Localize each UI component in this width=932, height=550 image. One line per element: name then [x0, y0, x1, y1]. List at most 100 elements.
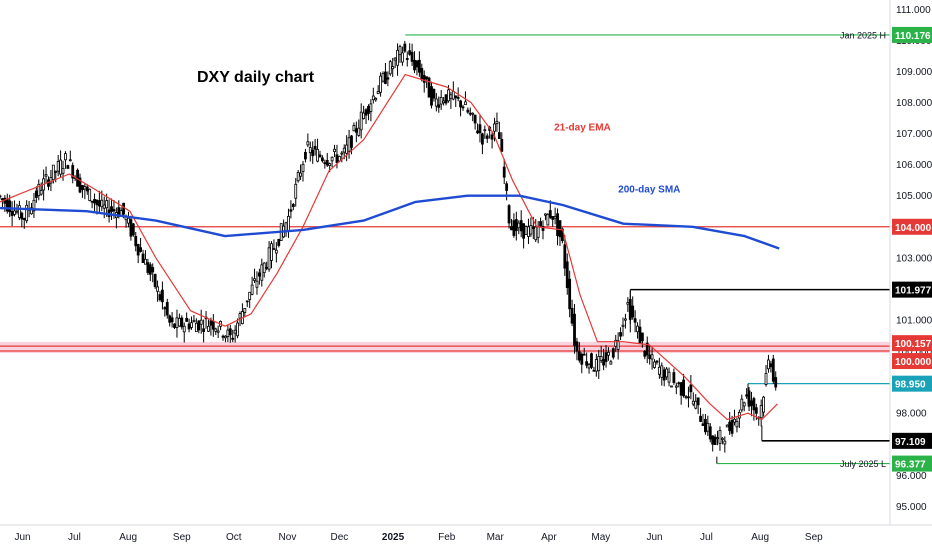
candle — [345, 135, 349, 162]
candle — [541, 220, 545, 240]
candle — [665, 366, 669, 380]
candle — [510, 219, 513, 231]
candle — [519, 210, 523, 238]
candle — [257, 268, 261, 285]
candle — [255, 271, 259, 295]
candle — [483, 125, 487, 139]
candle — [165, 298, 169, 319]
candle — [696, 397, 700, 414]
candle — [85, 184, 89, 195]
candle — [575, 337, 579, 361]
candle — [616, 332, 620, 360]
candle — [34, 186, 38, 203]
candle — [253, 268, 256, 284]
candle — [594, 353, 598, 377]
candle — [580, 352, 584, 374]
candle — [374, 97, 378, 102]
candle — [185, 312, 189, 322]
candle — [667, 367, 671, 387]
candle — [161, 281, 164, 310]
candle — [650, 346, 654, 370]
y-tick-label: 108.000 — [896, 98, 932, 109]
y-tick-label: 109.000 — [896, 67, 932, 78]
level-note: July 2025 L — [840, 459, 886, 469]
y-tick-label: 103.000 — [896, 253, 932, 264]
candle — [730, 415, 734, 437]
candle — [136, 243, 140, 264]
candle — [624, 313, 627, 329]
candle — [296, 169, 300, 183]
candle — [621, 317, 625, 337]
candle — [648, 344, 652, 365]
candle — [633, 310, 637, 333]
candle — [500, 132, 504, 153]
candle — [321, 155, 324, 163]
candle — [139, 237, 142, 253]
candle — [163, 306, 167, 317]
candle — [439, 90, 443, 110]
candle — [362, 105, 366, 120]
candle — [485, 133, 489, 144]
candle — [505, 181, 509, 201]
candle — [607, 347, 610, 361]
candle — [444, 94, 448, 106]
candle — [687, 386, 690, 408]
candle — [599, 345, 603, 364]
candle — [93, 193, 96, 213]
candle — [745, 388, 749, 399]
candle — [728, 412, 732, 435]
candle — [90, 200, 94, 209]
candle — [202, 319, 206, 343]
candle — [224, 335, 227, 343]
candle — [592, 366, 596, 372]
candle — [381, 71, 385, 83]
candle — [461, 104, 465, 111]
x-tick-label: Nov — [279, 532, 297, 543]
candle — [272, 239, 276, 251]
price-badge-label: 98.950 — [895, 380, 926, 391]
price-badge — [892, 281, 932, 298]
candle — [131, 222, 135, 237]
candle — [718, 426, 722, 451]
candle — [384, 63, 387, 85]
candle — [371, 87, 375, 104]
candle — [464, 91, 467, 105]
y-tick-label: 106.000 — [896, 160, 932, 171]
candle — [662, 367, 666, 387]
candle — [713, 434, 717, 445]
candle — [774, 371, 778, 391]
series-annotation: 21-day EMA — [554, 122, 611, 133]
candle — [759, 399, 763, 427]
candle — [182, 322, 186, 343]
candle — [277, 238, 281, 248]
candle — [704, 414, 707, 435]
series-annotation: 200-day SMA — [618, 185, 680, 196]
candle — [434, 93, 438, 112]
candle — [243, 307, 247, 318]
candle — [323, 159, 327, 169]
candle — [771, 354, 775, 384]
candle — [391, 57, 395, 78]
candle — [158, 291, 162, 302]
candle — [56, 155, 60, 177]
y-tick-label: 107.000 — [896, 129, 932, 140]
ema21-line — [0, 74, 778, 420]
candle — [37, 179, 41, 201]
candle — [367, 104, 370, 121]
candle — [701, 413, 705, 426]
candle — [180, 315, 184, 330]
candle — [170, 312, 174, 328]
candle — [408, 43, 412, 56]
candle — [129, 215, 133, 241]
candle — [708, 423, 712, 443]
candle — [735, 417, 739, 433]
candle — [64, 151, 67, 169]
candle — [78, 173, 82, 194]
candle — [694, 394, 698, 410]
candle — [265, 261, 269, 271]
candle — [657, 357, 661, 379]
y-tick-label: 101.000 — [896, 315, 932, 326]
candle — [369, 99, 373, 122]
candle — [497, 121, 501, 139]
